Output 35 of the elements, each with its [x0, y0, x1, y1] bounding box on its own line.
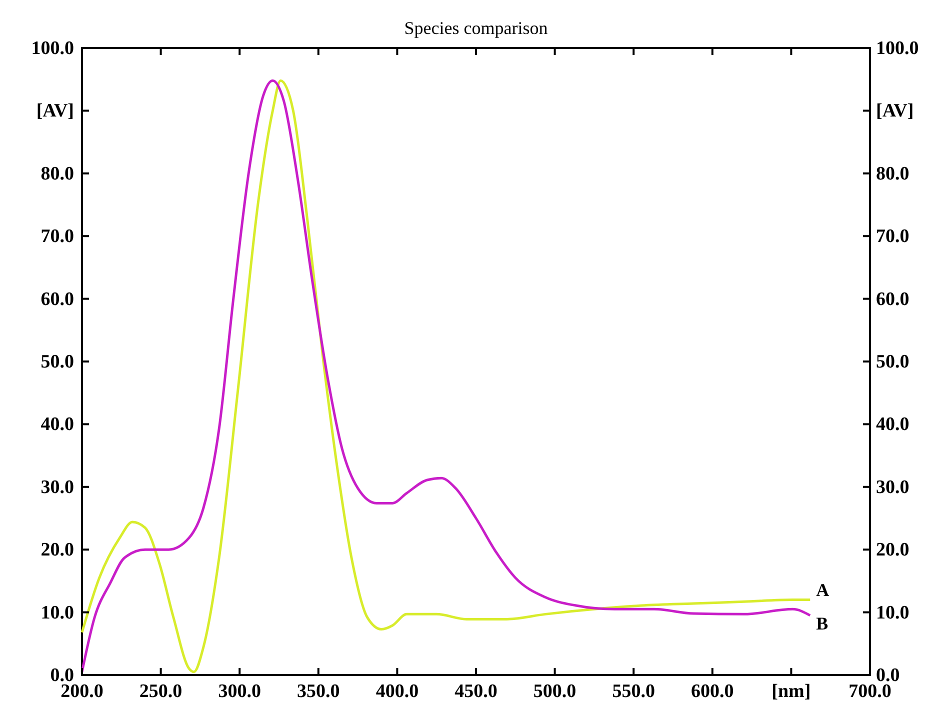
- y2-tick-label: 30.0: [876, 476, 910, 498]
- x-tick-label: 350.0: [297, 681, 340, 702]
- y2-tick-label: 40.0: [876, 414, 910, 436]
- chart-title: Species comparison: [404, 18, 548, 38]
- y2-tick-label: 80.0: [876, 163, 910, 184]
- line-series: [80, 79, 812, 674]
- y2-tick-label: 20.0: [876, 540, 910, 561]
- x-tick-label: 200.0: [60, 681, 104, 702]
- y-tick-label: 60.0: [40, 288, 74, 310]
- x-tick-label: [nm]: [772, 681, 811, 702]
- y2-tick-label: 50.0: [876, 352, 910, 372]
- x-tick-label: 550.0: [612, 681, 655, 702]
- x-tick-label: 250.0: [139, 681, 182, 702]
- y-tick-label: 70.0: [40, 226, 74, 248]
- x-tick-label: 700.0: [848, 681, 892, 702]
- series-label: A: [816, 580, 830, 600]
- y2-tick-label: 10.0: [876, 602, 910, 624]
- y-tick-label: 100.0: [31, 38, 74, 59]
- y-tick-label: 80.0: [40, 163, 74, 184]
- y2-tick-label: 60.0: [876, 288, 910, 310]
- y-tick-label: 50.0: [40, 352, 74, 372]
- x-tick-label: 400.0: [376, 681, 419, 702]
- x-tick-label: 600.0: [691, 681, 734, 702]
- y-tick-label: [AV]: [36, 100, 74, 122]
- y-tick-label: 30.0: [40, 476, 74, 498]
- y2-tick-label: [AV]: [876, 100, 914, 122]
- x-tick-label: 450.0: [454, 681, 498, 702]
- y-tick-label: 40.0: [40, 414, 74, 436]
- y-tick-label: 20.0: [40, 540, 74, 561]
- x-tick-label: 300.0: [218, 681, 261, 702]
- y2-tick-label: 70.0: [876, 226, 910, 248]
- y2-tick-label: 100.0: [876, 38, 919, 59]
- x-tick-label: 500.0: [533, 681, 576, 702]
- series-label: B: [816, 613, 828, 634]
- y-tick-label: 10.0: [40, 602, 74, 624]
